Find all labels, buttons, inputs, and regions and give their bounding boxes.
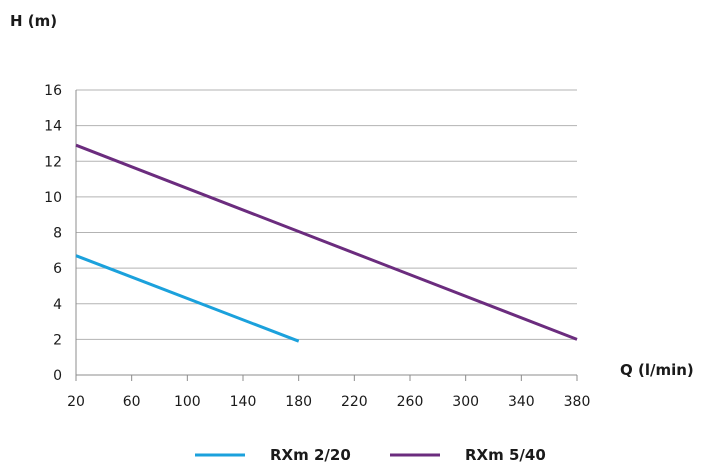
y-tick-label: 16 [44, 83, 62, 99]
y-tick-label: 10 [44, 190, 62, 206]
x-tick-label: 100 [174, 394, 201, 410]
y-tick-label: 0 [53, 368, 62, 384]
y-tick-label: 4 [53, 297, 62, 313]
legend-label-1: RXm 2/20 [270, 446, 351, 464]
x-tick-label: 300 [452, 394, 479, 410]
y-tick-label: 2 [53, 332, 62, 348]
x-tick-label: 140 [230, 394, 257, 410]
y-tick-label: 8 [53, 226, 62, 242]
x-tick-label: 180 [285, 394, 312, 410]
series-line-2 [75, 143, 578, 341]
legend: RXm 2/20 RXm 5/40 [195, 446, 546, 464]
x-tick-label: 260 [397, 394, 424, 410]
gridlines [76, 89, 577, 340]
x-tick-label: 220 [341, 394, 368, 410]
y-tick-label: 14 [44, 119, 62, 135]
legend-label-2: RXm 5/40 [465, 446, 546, 464]
series-lines [75, 143, 578, 343]
y-axis-label: H (m) [10, 12, 57, 30]
y-tick-label: 6 [53, 261, 62, 277]
x-axis-label: Q (l/min) [620, 361, 694, 379]
x-tick-label: 60 [123, 394, 141, 410]
series-line-1 [75, 254, 300, 343]
x-tick-label: 20 [67, 394, 85, 410]
x-tick-label: 380 [564, 394, 591, 410]
axes: 0 2 4 6 8 10 12 14 16 20 60 100 140 180 220 260 300 340 38… [44, 83, 590, 410]
y-tick-label: 12 [44, 154, 62, 170]
x-tick-label: 340 [508, 394, 535, 410]
